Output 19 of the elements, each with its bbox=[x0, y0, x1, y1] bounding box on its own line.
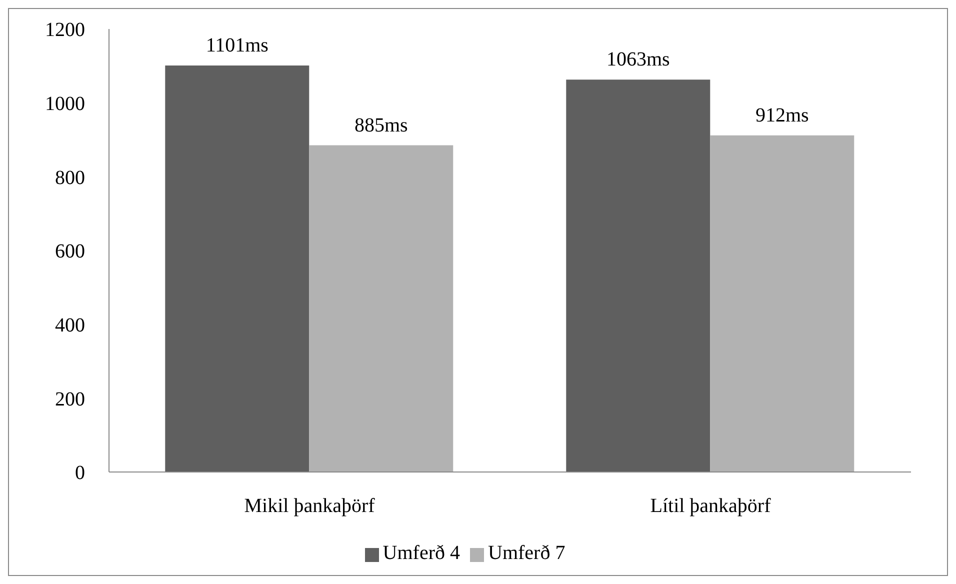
bar bbox=[165, 66, 310, 472]
bar bbox=[566, 80, 710, 472]
y-tick-label: 1000 bbox=[45, 92, 85, 115]
data-label: 912ms bbox=[755, 104, 810, 126]
bar bbox=[309, 145, 454, 472]
y-tick-label: 0 bbox=[75, 462, 85, 484]
x-tick-label: Lítil þankaþörf bbox=[650, 495, 772, 518]
bar bbox=[710, 135, 854, 472]
y-tick-label: 800 bbox=[55, 166, 85, 189]
legend-label: Umferð 7 bbox=[488, 542, 566, 564]
data-label: 1101ms bbox=[206, 34, 269, 57]
x-tick-label: Mikil þankaþörf bbox=[244, 495, 376, 518]
legend-label: Umferð 4 bbox=[382, 542, 460, 564]
data-label: 1063ms bbox=[606, 48, 670, 71]
y-tick-label: 600 bbox=[55, 240, 85, 263]
data-label: 885ms bbox=[354, 114, 408, 136]
y-tick-label: 200 bbox=[55, 388, 85, 410]
y-tick-label: 1200 bbox=[45, 19, 85, 42]
y-tick-label: 400 bbox=[55, 314, 85, 336]
